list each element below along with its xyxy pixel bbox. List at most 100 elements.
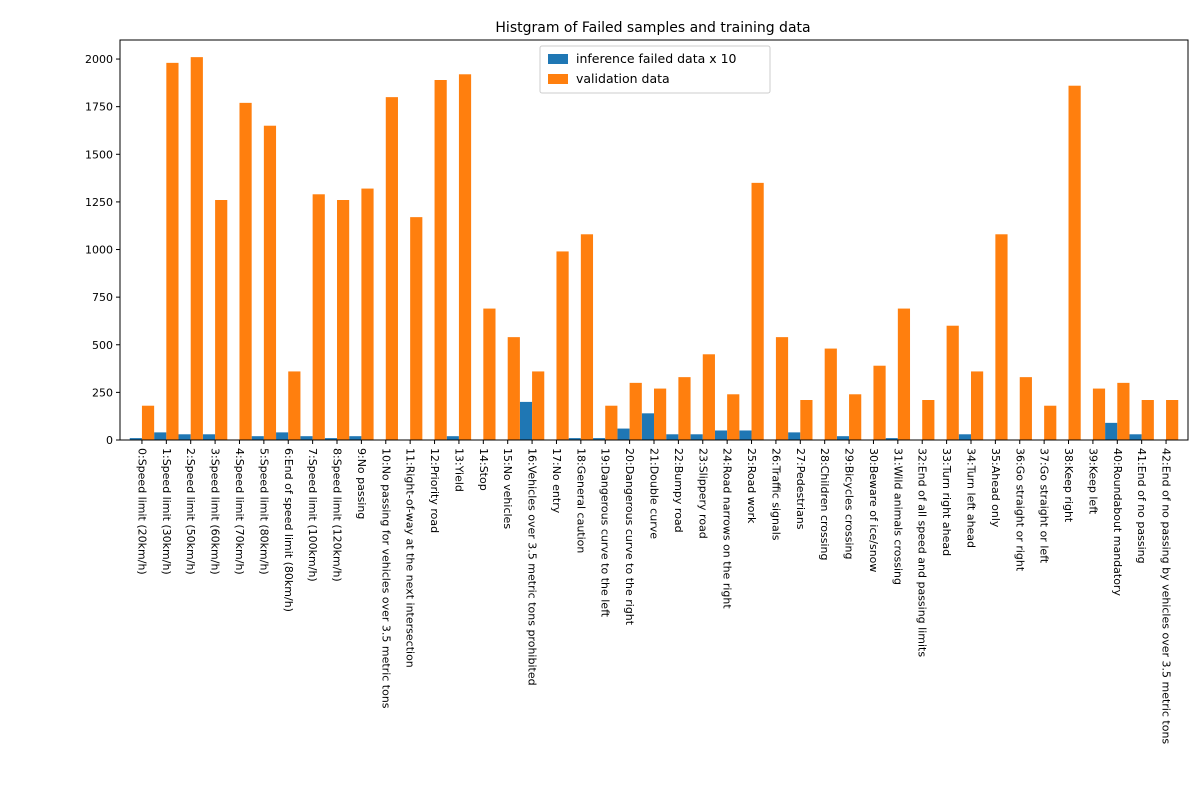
x-tick-label-0: 0:Speed limit (20km/h): [135, 448, 148, 575]
validation-bar-8: [337, 200, 350, 440]
failed-bar-40: [1105, 422, 1118, 440]
validation-bar-36: [1019, 377, 1032, 440]
x-tick-label-10: 10:No passing for vehicles over 3.5 metr…: [379, 448, 392, 709]
y-tick-label-750: 750: [92, 291, 113, 304]
x-tick-label-21: 21:Double curve: [648, 448, 661, 539]
validation-bar-38: [1068, 85, 1081, 441]
validation-bar-13: [458, 74, 472, 440]
failed-bar-6: [276, 432, 289, 440]
validation-bar-0: [141, 405, 155, 440]
failed-bar-31: [885, 438, 898, 440]
validation-bar-30: [873, 365, 886, 440]
validation-bar-39: [1092, 388, 1106, 440]
validation-bar-40: [1117, 382, 1130, 440]
failed-bar-18: [568, 438, 581, 440]
validation-bar-1: [166, 62, 179, 441]
x-tick-label-35: 35:Ahead only: [989, 448, 1002, 528]
x-tick-label-29: 29:Bicycles crossing: [843, 448, 856, 560]
x-tick-label-36: 36:Go straight or right: [1013, 448, 1026, 572]
x-tick-label-33: 33:Turn right ahead: [940, 448, 953, 556]
x-tick-label-31: 31:Wild animals crossing: [891, 448, 904, 585]
failed-bar-1: [154, 432, 167, 440]
failed-bar-13: [446, 436, 459, 440]
validation-bar-16: [532, 371, 545, 440]
validation-bar-42: [1166, 400, 1179, 440]
legend-swatch-1: [548, 74, 568, 84]
validation-bar-24: [727, 394, 740, 440]
x-tick-label-17: 17:No entry: [550, 448, 563, 514]
y-axis: 0 250 500 750 1000 1250 1500 1750 2000: [85, 53, 120, 447]
x-tick-label-11: 11:Right-of-way at the next intersection: [404, 448, 417, 668]
x-tick-label-18: 18:General caution: [574, 448, 587, 553]
x-tick-label-37: 37:Go straight or left: [1038, 448, 1051, 564]
y-tick-label-2000: 2000: [85, 53, 113, 66]
y-tick-label-0: 0: [106, 434, 113, 447]
validation-bar-28: [824, 348, 837, 440]
validation-bar-4: [239, 102, 252, 441]
validation-bar-5: [263, 125, 277, 441]
x-tick-label-22: 22:Bumpy road: [672, 448, 685, 533]
x-tick-label-19: 19:Dangerous curve to the left: [599, 448, 612, 618]
x-tick-label-3: 3:Speed limit (60km/h): [209, 448, 222, 575]
x-tick-label-14: 14:Stop: [477, 448, 490, 491]
x-tick-label-27: 27:Pedestrians: [794, 448, 807, 530]
validation-bar-6: [288, 371, 301, 440]
legend-label-1: validation data: [576, 71, 670, 86]
validation-bar-3: [215, 200, 228, 440]
failed-bar-9: [349, 436, 362, 440]
validation-bar-19: [605, 405, 618, 440]
validation-bar-9: [361, 188, 374, 440]
x-tick-label-8: 8:Speed limit (120km/h): [331, 448, 344, 582]
validation-bar-22: [678, 377, 691, 440]
x-tick-label-15: 15:No vehicles: [501, 448, 514, 529]
x-tick-label-25: 25:Road work: [745, 448, 758, 524]
x-tick-label-12: 12:Priority road: [428, 448, 441, 533]
chart-title: Histgram of Failed samples and training …: [495, 20, 810, 36]
failed-bar-34: [958, 434, 971, 440]
x-tick-label-4: 4:Speed limit (70km/h): [233, 448, 246, 575]
failed-bar-29: [836, 436, 850, 440]
validation-bar-15: [507, 337, 520, 440]
validation-bar-37: [1044, 405, 1057, 440]
x-tick-label-5: 5:Speed limit (80km/h): [257, 448, 270, 575]
y-tick-label-1000: 1000: [85, 244, 113, 257]
x-tick-label-1: 1:Speed limit (30km/h): [160, 448, 173, 575]
x-tick-label-28: 28:Children crossing: [818, 448, 831, 561]
validation-bar-18: [580, 234, 594, 440]
x-axis: 0:Speed limit (20km/h) 1:Speed limit (30k…: [135, 440, 1173, 744]
y-tick-label-500: 500: [92, 339, 113, 352]
validation-bar-21: [654, 388, 667, 440]
failed-bar-16: [519, 401, 533, 440]
validation-bar-26: [775, 337, 789, 440]
x-tick-label-13: 13:Yield: [452, 448, 465, 492]
x-tick-label-30: 30:Beware of ice/snow: [867, 448, 880, 572]
failed-bar-22: [666, 434, 679, 440]
x-tick-label-23: 23:Slippery road: [696, 448, 709, 539]
validation-bar-34: [970, 371, 984, 440]
x-tick-label-42: 42:End of no passing by vehicles over 3.…: [1160, 448, 1173, 744]
x-tick-label-6: 6:End of speed limit (80km/h): [282, 448, 295, 612]
failed-bar-24: [714, 430, 728, 440]
validation-bar-27: [800, 400, 813, 440]
failed-bar-23: [690, 434, 703, 440]
x-tick-label-38: 38:Keep right: [1062, 448, 1075, 523]
failed-bar-3: [202, 434, 216, 440]
x-tick-label-34: 34:Turn left ahead: [964, 448, 977, 548]
validation-bar-25: [751, 182, 764, 441]
failed-bar-20: [617, 428, 630, 440]
validation-bar-32: [922, 400, 935, 440]
bars-group: [129, 57, 1179, 441]
failed-bar-0: [129, 438, 142, 440]
failed-bar-27: [788, 432, 801, 440]
y-tick-label-1750: 1750: [85, 101, 113, 114]
validation-bar-17: [556, 251, 569, 440]
failed-bar-2: [178, 434, 191, 440]
validation-bar-10: [385, 97, 398, 440]
x-tick-label-39: 39:Keep left: [1086, 448, 1099, 515]
x-tick-label-2: 2:Speed limit (50km/h): [184, 448, 197, 575]
x-tick-label-9: 9:No passing: [355, 448, 368, 519]
validation-bar-23: [702, 354, 715, 440]
failed-bar-41: [1129, 434, 1142, 440]
y-tick-label-250: 250: [92, 386, 113, 399]
validation-bar-7: [312, 194, 325, 440]
